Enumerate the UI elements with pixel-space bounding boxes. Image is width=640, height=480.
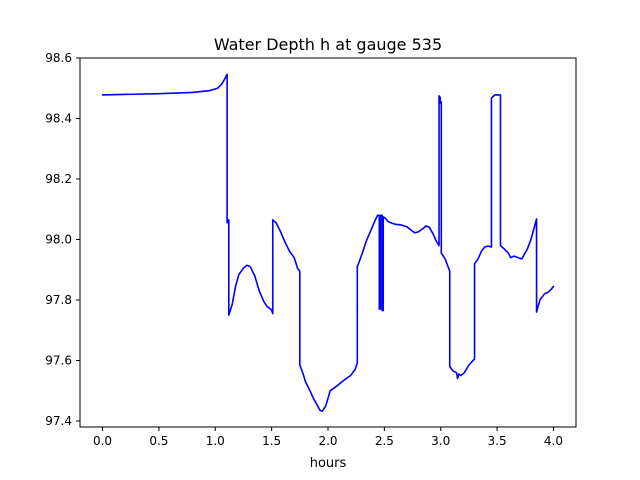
y-tick-label: 98.2 (45, 172, 72, 186)
x-tick-label: 3.5 (488, 434, 507, 448)
x-tick-label: 2.5 (375, 434, 394, 448)
x-axis: 0.0 0.5 1.0 1.5 2.0 2.5 3.0 3.5 4.0 (93, 427, 563, 448)
x-tick-label: 1.0 (206, 434, 225, 448)
y-tick-label: 98.0 (45, 232, 72, 246)
x-tick-label: 3.0 (431, 434, 450, 448)
y-tick-label: 97.4 (45, 414, 72, 428)
y-tick-label: 98.6 (45, 51, 72, 65)
y-axis: 97.4 97.6 97.8 98.0 98.2 98.4 98.6 (45, 51, 80, 428)
x-axis-label: hours (310, 456, 347, 471)
x-tick-label: 2.0 (318, 434, 337, 448)
plot-area (80, 58, 576, 427)
chart-title: Water Depth h at gauge 535 (214, 35, 442, 54)
y-tick-label: 97.8 (45, 293, 72, 307)
data-layer (101, 73, 555, 413)
y-tick-label: 97.6 (45, 353, 72, 367)
x-tick-label: 4.0 (544, 434, 563, 448)
x-tick-label: 1.5 (262, 434, 281, 448)
x-tick-label: 0.0 (93, 434, 112, 448)
x-tick-label: 0.5 (149, 434, 168, 448)
y-tick-label: 98.4 (45, 111, 72, 125)
series-line (101, 73, 555, 413)
